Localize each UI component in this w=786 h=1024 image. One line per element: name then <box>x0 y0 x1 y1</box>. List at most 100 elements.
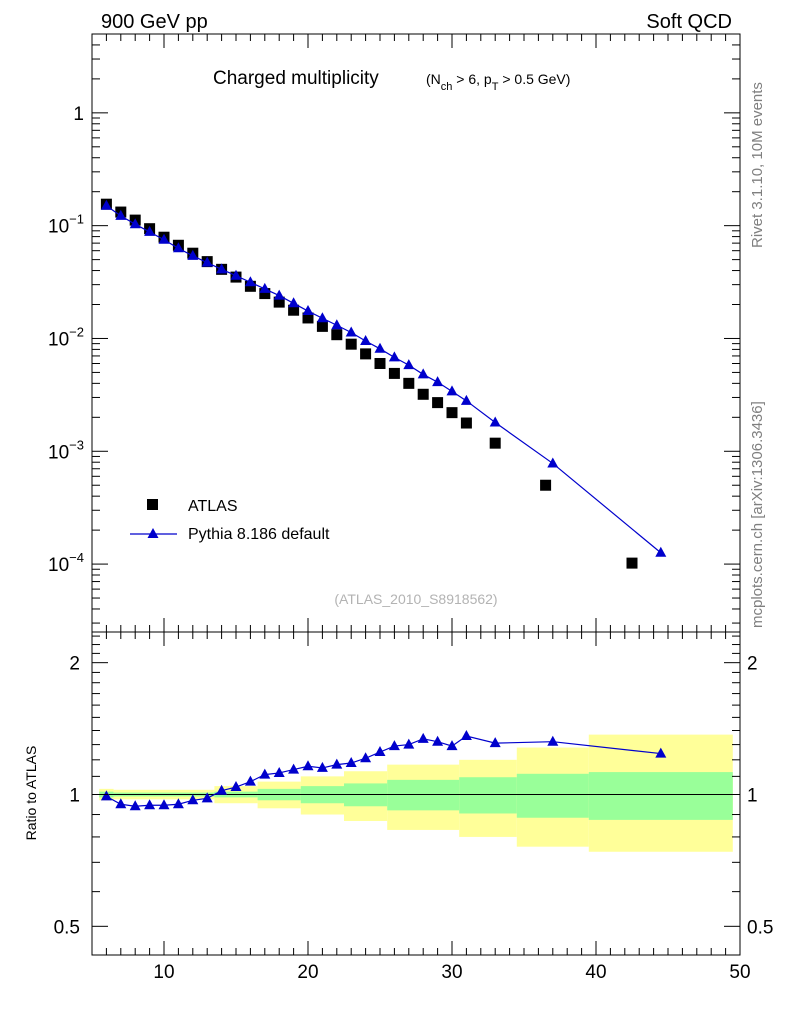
ratio-point <box>655 747 667 758</box>
data-point <box>417 368 429 379</box>
data-point <box>432 397 444 409</box>
x-tick-label: 30 <box>441 962 462 983</box>
data-point <box>273 289 285 300</box>
main-panel: 1 10−1 10−2 10−3 10−4 Charged multiplicity (… <box>48 33 741 633</box>
data-point <box>460 394 472 405</box>
ratio-point <box>388 740 400 751</box>
data-point <box>446 407 458 419</box>
ratio-point <box>115 798 127 809</box>
data-point <box>331 329 343 341</box>
ratio-point <box>302 760 314 771</box>
data-point <box>129 218 141 229</box>
data-point <box>201 256 213 267</box>
y-tick-label: 10−1 <box>48 212 84 238</box>
ratio-y-tick-labels: 2 2 1 1 0.5 0.5 <box>54 654 774 939</box>
data-point <box>187 249 199 260</box>
data-point <box>432 376 444 387</box>
ratio-y-tick-label-left: 1 <box>69 785 80 806</box>
ratio-panel-ticks <box>91 632 741 955</box>
data-point <box>655 546 667 557</box>
ratio-point <box>489 737 501 748</box>
ratio-point <box>432 735 444 746</box>
x-tick-label: 50 <box>729 962 750 983</box>
data-point <box>144 225 156 236</box>
data-point <box>626 557 638 569</box>
data-point <box>331 319 343 330</box>
data-point <box>115 209 127 220</box>
ratio-series <box>100 730 667 811</box>
ratio-y-tick-label-left: 2 <box>69 654 80 675</box>
ratio-point <box>417 732 429 743</box>
data-point <box>460 417 472 429</box>
ratio-point <box>345 757 357 768</box>
stat-uncertainty-bin <box>459 777 517 814</box>
data-point <box>244 280 256 292</box>
x-tick-label: 40 <box>585 962 606 983</box>
data-point <box>360 334 372 345</box>
y-tick-label: 10−3 <box>48 437 84 463</box>
data-point <box>288 297 300 308</box>
y-tick-label: 1 <box>73 104 84 125</box>
ratio-point <box>446 740 458 751</box>
ratio-point <box>331 758 343 769</box>
data-point <box>403 377 415 389</box>
data-point <box>403 359 415 370</box>
ratio-point <box>374 746 386 757</box>
ratio-y-axis-label: Ratio to ATLAS <box>23 746 39 841</box>
data-point <box>374 357 386 369</box>
ratio-point <box>316 761 328 772</box>
data-point <box>345 338 357 350</box>
ratio-point <box>230 781 242 792</box>
ratio-point <box>403 738 415 749</box>
data-point <box>172 242 184 253</box>
main-panel-ticks <box>91 33 741 632</box>
ratio-point <box>187 794 199 805</box>
ratio-point <box>158 799 170 810</box>
data-point <box>216 263 228 274</box>
ratio-point <box>273 766 285 777</box>
data-point <box>489 437 501 449</box>
mcplots-label: mcplots.cern.ch [arXiv:1306.3436] <box>749 401 766 628</box>
data-point <box>244 276 256 287</box>
ratio-point <box>100 790 112 801</box>
stat-uncertainty-bin <box>588 772 733 820</box>
data-point <box>302 305 314 316</box>
ratio-uncertainty-bands <box>99 734 733 852</box>
ratio-point <box>460 730 472 741</box>
ratio-y-tick-label-right: 1 <box>747 785 758 806</box>
x-tick-labels: 10 20 30 40 50 <box>153 962 750 983</box>
data-point <box>446 385 458 396</box>
ratio-y-tick-label-right: 2 <box>747 654 758 675</box>
main-panel-y-tick-labels: 1 10−1 10−2 10−3 10−4 <box>48 104 84 576</box>
legend-pythia-marker <box>147 528 159 538</box>
data-point <box>230 269 242 280</box>
analysis-tag: (ATLAS_2010_S8918562) <box>334 591 497 607</box>
data-point <box>388 351 400 362</box>
ratio-panel: 2 2 1 1 0.5 0.5 Ratio to ATLAS 10 20 30 40 50 <box>23 631 774 983</box>
x-tick-label: 20 <box>297 962 318 983</box>
main-panel-series <box>100 198 667 569</box>
data-point <box>259 282 271 293</box>
y-tick-label: 10−4 <box>48 550 84 576</box>
ratio-point <box>360 752 372 763</box>
data-point <box>374 342 386 353</box>
header-left-label: 900 GeV pp <box>101 11 208 33</box>
ratio-point <box>244 775 256 786</box>
data-point <box>316 320 328 332</box>
data-point <box>345 326 357 337</box>
data-point <box>316 312 328 323</box>
ratio-y-tick-label-right: 0.5 <box>747 917 773 938</box>
chart-title-cuts: (Nch > 6, pT > 0.5 GeV) <box>426 71 570 93</box>
data-point <box>158 233 170 244</box>
stat-uncertainty-bin <box>516 773 589 818</box>
legend-atlas-marker <box>147 499 158 510</box>
ratio-point <box>216 784 228 795</box>
data-point <box>288 304 300 316</box>
series-atlas <box>100 198 638 569</box>
data-point <box>273 296 285 308</box>
series-pythia-8-186-default <box>100 199 667 557</box>
ratio-point <box>547 735 559 746</box>
ratio-panel-frame <box>91 631 741 956</box>
data-point <box>302 312 314 324</box>
